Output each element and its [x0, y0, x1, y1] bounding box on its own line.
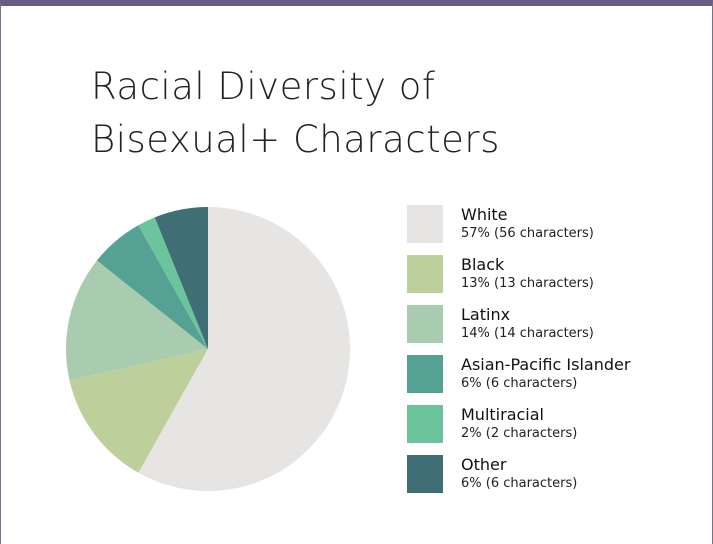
legend-label: Other	[461, 455, 507, 474]
legend-label: White	[461, 205, 508, 224]
legend-value: 2% (2 characters)	[461, 426, 577, 441]
pie-slice	[96, 225, 208, 349]
legend-swatch	[407, 455, 443, 493]
legend-swatch	[407, 205, 443, 243]
legend-label: Black	[461, 255, 505, 274]
legend-value: 6% (6 characters)	[461, 376, 577, 391]
legend-label: Multiracial	[461, 405, 544, 424]
legend-value: 6% (6 characters)	[461, 476, 577, 491]
legend-swatch	[407, 305, 443, 343]
legend-label: Latinx	[461, 305, 510, 324]
legend-label: Asian-Pacific Islander	[461, 355, 631, 374]
legend-swatch	[407, 255, 443, 293]
legend-value: 14% (14 characters)	[461, 326, 594, 341]
chart-title: Racial Diversity of Bisexual+ Characters	[91, 65, 500, 161]
pie-slice	[69, 349, 208, 473]
legend-swatch	[407, 355, 443, 393]
pie-slice	[138, 217, 208, 349]
legend-value: 13% (13 characters)	[461, 276, 594, 291]
chart: White 57% (56 characters) Black 13% (13 cha…	[66, 205, 631, 493]
legend-swatch	[407, 405, 443, 443]
legend-value: 57% (56 characters)	[461, 226, 594, 241]
pie-slice	[66, 260, 209, 381]
pie-slice	[154, 207, 208, 349]
pie-slice	[138, 207, 350, 491]
